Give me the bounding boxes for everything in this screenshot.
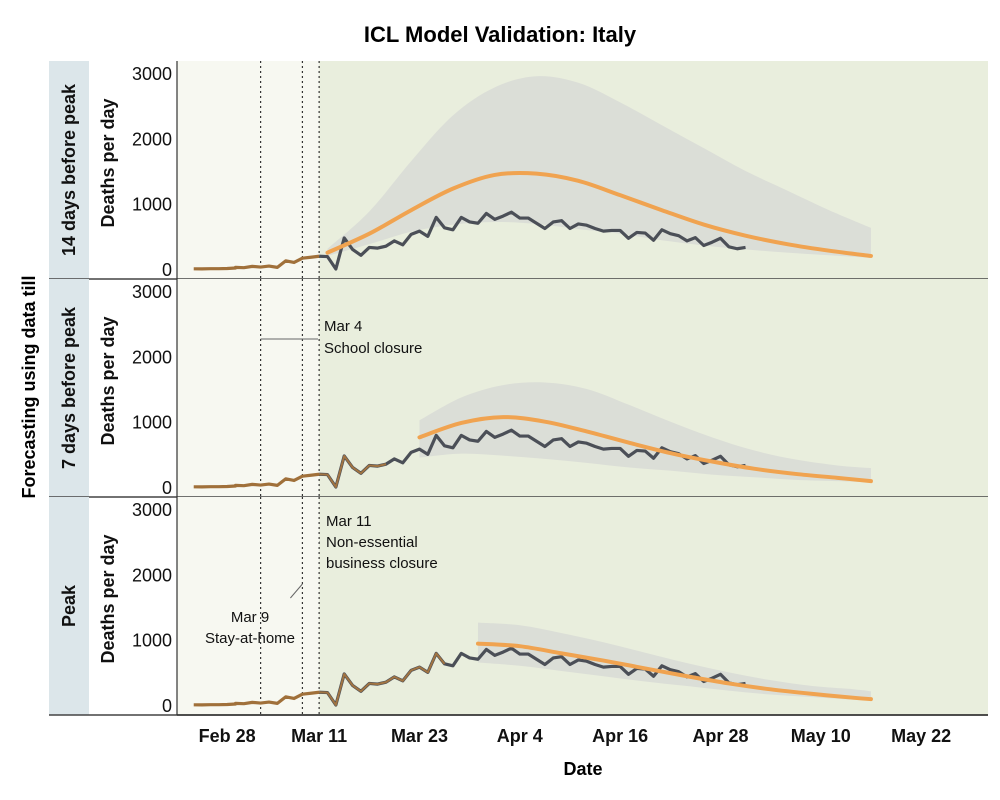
y-tick-label: 3000 <box>132 64 172 84</box>
panel-bg-pre <box>177 61 320 279</box>
x-axis-label: Date <box>563 759 602 779</box>
annotation-text: Stay-at-home <box>205 630 295 647</box>
forecast-median-line <box>325 170 873 258</box>
observed-line <box>319 210 746 271</box>
forecast-median-line <box>417 415 873 484</box>
panel-bg-pre <box>177 497 320 715</box>
annotation-leader <box>290 583 303 599</box>
y-tick-label: 1000 <box>132 413 172 433</box>
annotation-text: business closure <box>326 555 438 572</box>
fitted-line <box>319 454 387 488</box>
x-tick-label: Apr 16 <box>592 726 648 746</box>
x-tick-label: Mar 23 <box>391 726 448 746</box>
panel-row-label: 7 days before peak <box>59 306 79 469</box>
outer-y-axis-label: Forecasting using data till <box>19 275 39 498</box>
x-tick-label: Feb 28 <box>199 726 256 746</box>
panel-row-label: 14 days before peak <box>59 83 79 256</box>
fitted-line <box>319 652 446 706</box>
y-tick-label: 0 <box>162 696 172 716</box>
y-tick-label: 0 <box>162 260 172 280</box>
observed-line-early <box>193 690 320 707</box>
annotation-date: Mar 11 <box>326 513 372 530</box>
y-tick-label: 2000 <box>132 347 172 367</box>
y-axis-label: Deaths per day <box>98 316 118 445</box>
x-tick-label: May 10 <box>791 726 851 746</box>
panel-bg-pre <box>177 279 320 497</box>
annotation-text: School closure <box>324 340 422 357</box>
x-tick-label: May 22 <box>891 726 951 746</box>
forecast-band <box>327 76 871 258</box>
forecast-median-line <box>475 641 873 702</box>
forecast-band <box>419 382 871 483</box>
x-tick-label: Apr 28 <box>692 726 748 746</box>
y-tick-label: 2000 <box>132 565 172 585</box>
y-tick-label: 1000 <box>132 631 172 651</box>
panel-row-label: Peak <box>59 584 79 627</box>
observed-line-early <box>193 472 320 489</box>
panel-label-bg <box>49 61 89 279</box>
observed-line-early <box>193 254 320 271</box>
y-tick-label: 0 <box>162 478 172 498</box>
panel-1: 14 days before peak Deaths per day 0 1000 20… <box>49 61 988 280</box>
y-tick-label: 3000 <box>132 282 172 302</box>
chart-title: ICL Model Validation: Italy <box>364 22 637 47</box>
y-tick-label: 3000 <box>132 500 172 520</box>
panel-2: 7 days before peak Deaths per day 0 1000 200… <box>49 279 988 498</box>
forecast-band <box>477 622 871 701</box>
annotation-date: Mar 4 <box>324 318 362 335</box>
panel-3: Peak Deaths per day 0 1000 2000 3000 <box>49 497 988 716</box>
annotation-date: Mar 9 <box>231 609 269 626</box>
x-tick-label: Apr 4 <box>497 726 543 746</box>
y-tick-label: 2000 <box>132 129 172 149</box>
x-tick-label: Mar 11 <box>291 726 347 746</box>
y-axis-label: Deaths per day <box>98 98 118 227</box>
y-axis-label: Deaths per day <box>98 534 118 663</box>
annotation-text: Non-essential <box>326 534 418 551</box>
panel-label-bg <box>49 497 89 715</box>
panel-label-bg <box>49 279 89 497</box>
y-tick-label: 1000 <box>132 195 172 215</box>
